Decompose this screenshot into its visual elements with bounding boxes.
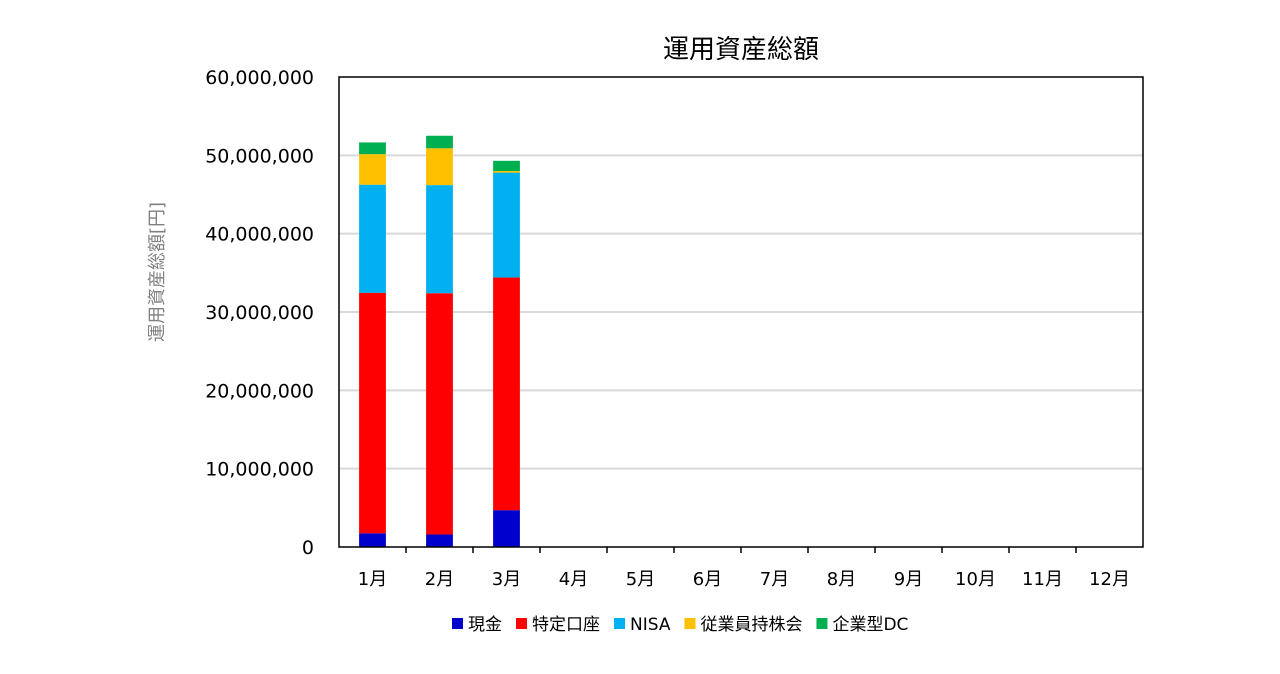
legend-swatch <box>452 618 463 629</box>
bar-segment <box>359 533 386 547</box>
x-tick-label: 11月 <box>1022 569 1063 590</box>
bar-segment <box>493 171 520 173</box>
x-tick-label: 12月 <box>1089 569 1130 590</box>
y-tick-label: 10,000,000 <box>205 459 314 481</box>
x-tick-label: 6月 <box>693 569 722 590</box>
bar-segment <box>493 510 520 547</box>
bar-segment <box>493 277 520 511</box>
bar-segment <box>426 135 453 149</box>
y-axis-label: 運用資産総額[円] <box>147 202 168 342</box>
bar-segment <box>493 172 520 278</box>
bar-segment <box>426 534 453 547</box>
y-tick-label: 30,000,000 <box>205 302 314 324</box>
legend-label: 従業員持株会 <box>700 615 802 635</box>
bar-segment <box>359 292 386 534</box>
y-tick-label: 0 <box>302 537 314 559</box>
bar-segment <box>359 154 386 185</box>
legend-label: 企業型DC <box>832 615 908 635</box>
x-tick-label: 2月 <box>425 569 454 590</box>
x-tick-label: 7月 <box>760 569 789 590</box>
x-tick-label: 1月 <box>358 569 387 590</box>
bar-segment <box>426 185 453 294</box>
legend-swatch <box>614 618 625 629</box>
legend-label: 特定口座 <box>532 615 600 635</box>
bar-segment <box>426 293 453 535</box>
x-tick-label: 3月 <box>492 569 521 590</box>
x-tick-label: 8月 <box>827 569 856 590</box>
bar-segment <box>493 160 520 171</box>
x-tick-label: 10月 <box>955 569 996 590</box>
y-tick-label: 50,000,000 <box>205 145 314 167</box>
chart-title: 運用資産総額 <box>663 35 819 65</box>
legend-swatch <box>816 618 828 629</box>
legend-swatch <box>684 618 696 629</box>
bar-segment <box>426 148 453 186</box>
bar-segment <box>359 184 386 293</box>
x-tick-label: 4月 <box>559 569 588 590</box>
bar-segment <box>359 142 386 155</box>
y-tick-label: 20,000,000 <box>205 380 314 402</box>
x-tick-label: 9月 <box>894 569 923 590</box>
legend-label: NISA <box>630 615 671 635</box>
x-tick-label: 5月 <box>626 569 655 590</box>
y-tick-label: 60,000,000 <box>205 67 314 89</box>
legend-label: 現金 <box>468 615 502 635</box>
y-tick-label: 40,000,000 <box>205 224 314 246</box>
legend-swatch <box>516 618 527 629</box>
